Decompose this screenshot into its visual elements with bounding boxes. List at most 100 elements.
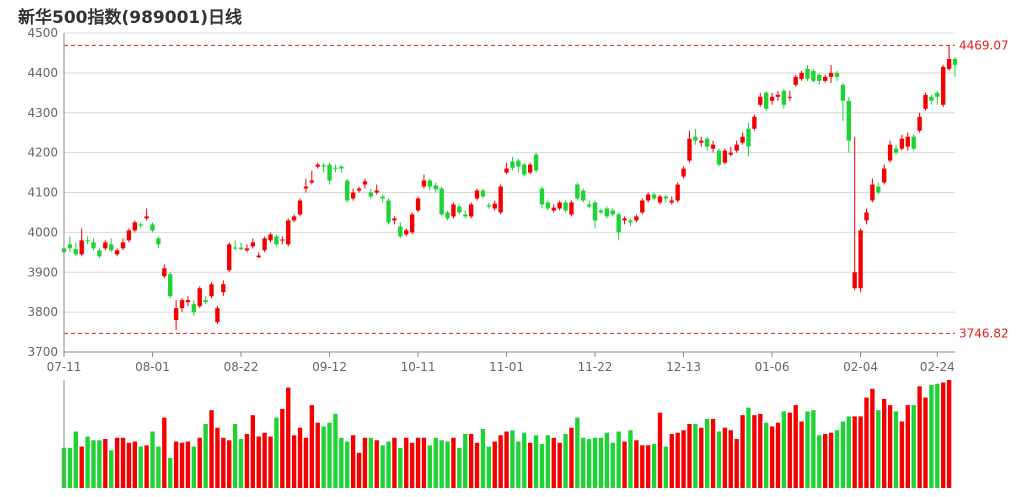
volume-bar [173, 441, 179, 488]
candle-body [734, 144, 739, 151]
volume-bar [404, 437, 409, 488]
volume-bar [722, 427, 728, 488]
x-tick-label: 07-11 [47, 360, 82, 374]
candle-body [681, 168, 686, 177]
candle-body [156, 238, 161, 245]
candle-body [946, 58, 952, 69]
candle-body [917, 116, 922, 131]
candle-body [834, 72, 840, 77]
candle-body [333, 167, 338, 169]
volume-bar [699, 427, 704, 488]
volume-bar [787, 412, 792, 488]
candle-body [415, 198, 421, 211]
volume-bar [339, 437, 344, 488]
volume-bar [356, 452, 362, 488]
volume-bar [905, 405, 910, 488]
x-tick-label: 09-12 [312, 360, 347, 374]
volume-bar [286, 387, 291, 488]
candle-body [67, 244, 73, 249]
x-tick-label: 11-22 [578, 360, 613, 374]
volume-bar [545, 435, 551, 488]
candle-body [168, 274, 173, 297]
volume-bar [935, 383, 940, 488]
volume-bar [817, 435, 822, 488]
candle-body [362, 181, 368, 185]
candle-body [758, 96, 763, 105]
volume-bar [634, 440, 639, 488]
volume-bar [215, 427, 220, 488]
volume-bar [132, 441, 137, 488]
x-tick-label: 02-24 [920, 360, 955, 374]
volume-bar [510, 430, 515, 488]
candle-body [870, 184, 875, 201]
volume-bar [569, 427, 574, 488]
candle-body [445, 212, 450, 219]
candle-body [350, 192, 356, 199]
volume-bar [575, 417, 580, 488]
candle-body [952, 58, 958, 65]
y-tick-label: 4000 [27, 225, 58, 239]
candle-body [722, 150, 728, 163]
candle-body [669, 200, 674, 203]
candle-body [864, 212, 869, 221]
candle-body [569, 202, 574, 215]
volume-bar [445, 441, 450, 488]
candle-body [663, 196, 669, 199]
candle-body [840, 84, 846, 101]
volume-bar [474, 442, 480, 488]
volume-bar [398, 447, 403, 488]
candle-body [221, 284, 226, 293]
volume-bar [227, 440, 232, 488]
candle-body [657, 196, 663, 203]
volume-bar [640, 445, 645, 488]
candle-body [858, 230, 863, 289]
volume-bar [527, 442, 533, 488]
candle-body [563, 202, 568, 211]
candle-body [339, 166, 344, 169]
volume-bar [433, 437, 438, 488]
candle-body [398, 226, 403, 237]
volume-bar [427, 445, 433, 488]
candle-body [899, 138, 905, 149]
reference-line-label: 4469.07 [959, 38, 1009, 52]
candle-body [132, 222, 137, 231]
volume-bar [197, 437, 202, 488]
candle-body [321, 165, 326, 167]
volume-bar [852, 416, 857, 488]
candle-body [887, 144, 893, 161]
candle-body [504, 168, 509, 173]
candle-body [527, 164, 533, 173]
y-tick-label: 4500 [27, 26, 58, 40]
volume-bar [327, 422, 332, 488]
candle-body [699, 140, 704, 143]
volume-bar [297, 427, 303, 488]
volume-bar [333, 413, 338, 488]
volume-bar [91, 440, 96, 488]
candle-body [457, 206, 462, 213]
volume-bar [899, 421, 905, 488]
volume-bar [887, 405, 893, 488]
candle-body [598, 210, 604, 213]
volume-bar [345, 441, 350, 488]
volume-bar [97, 440, 102, 488]
volume-bar [138, 446, 143, 488]
volume-bar [256, 436, 261, 488]
y-tick-label: 3900 [27, 265, 58, 279]
volume-bar [209, 410, 214, 488]
volume-bar [758, 413, 763, 488]
volume-bar [769, 426, 775, 488]
volume-bar [823, 434, 828, 488]
volume-bar [274, 417, 279, 488]
candle-body [209, 284, 214, 297]
candle-body [262, 238, 267, 251]
volume-bar [103, 439, 108, 488]
candlestick-series [61, 45, 958, 331]
volume-bar [79, 446, 84, 488]
candle-body [474, 190, 480, 199]
candle-body [687, 138, 692, 161]
candle-body [191, 304, 196, 313]
x-tick-label: 10-11 [401, 360, 436, 374]
candle-body [85, 240, 90, 242]
candle-body [539, 188, 545, 205]
